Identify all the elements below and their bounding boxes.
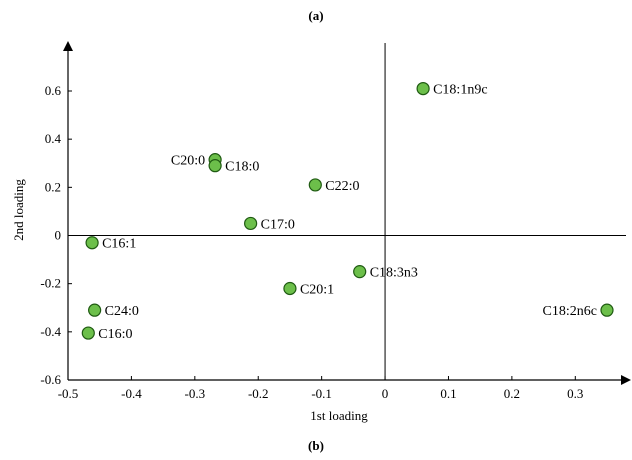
data-point bbox=[283, 281, 297, 296]
x-tick-label: -0.3 bbox=[185, 386, 206, 401]
point-label: C18:1n9c bbox=[433, 83, 487, 98]
y-tick-label: 0.2 bbox=[45, 179, 61, 194]
x-tick-label: -0.2 bbox=[248, 386, 269, 401]
data-point bbox=[208, 159, 222, 173]
y-tick-label: -0.4 bbox=[40, 324, 61, 339]
point-label: C24:0 bbox=[105, 304, 139, 319]
point-label: C18:0 bbox=[225, 160, 259, 175]
x-tick-label: -0.5 bbox=[58, 386, 79, 401]
data-point bbox=[244, 216, 258, 231]
x-tick-label: 0.3 bbox=[567, 386, 583, 401]
point-label: C20:1 bbox=[300, 282, 334, 297]
y-axis-title: 2nd loading bbox=[11, 179, 26, 241]
y-tick-label: 0.4 bbox=[45, 131, 62, 146]
data-point bbox=[81, 326, 95, 340]
point-label: C22:0 bbox=[325, 179, 359, 194]
y-tick-label: 0.6 bbox=[45, 83, 62, 98]
data-point bbox=[353, 265, 367, 279]
point-label: C18:3n3 bbox=[370, 266, 418, 281]
point-label: C20:0 bbox=[171, 154, 205, 169]
x-tick-label: 0.1 bbox=[440, 386, 456, 401]
x-axis-title: 1st loading bbox=[310, 408, 368, 423]
x-tick-label: 0.2 bbox=[504, 386, 520, 401]
panel-label-b: (b) bbox=[308, 438, 324, 453]
data-point bbox=[416, 81, 430, 96]
y-tick-label: -0.2 bbox=[40, 276, 61, 291]
x-tick-label: 0 bbox=[382, 386, 389, 401]
point-label: C17:0 bbox=[261, 217, 295, 232]
y-tick-label: 0 bbox=[55, 228, 62, 243]
data-point bbox=[600, 303, 614, 317]
y-tick-label: -0.6 bbox=[40, 372, 61, 387]
data-point bbox=[85, 236, 99, 250]
data-point bbox=[308, 178, 322, 192]
data-point bbox=[88, 303, 102, 317]
point-label: C16:1 bbox=[102, 237, 136, 252]
x-tick-label: -0.1 bbox=[311, 386, 332, 401]
panel-label-a: (a) bbox=[308, 8, 324, 23]
point-label: C16:0 bbox=[98, 327, 132, 342]
point-label: C18:2n6c bbox=[543, 304, 597, 319]
x-tick-label: -0.4 bbox=[121, 386, 142, 401]
